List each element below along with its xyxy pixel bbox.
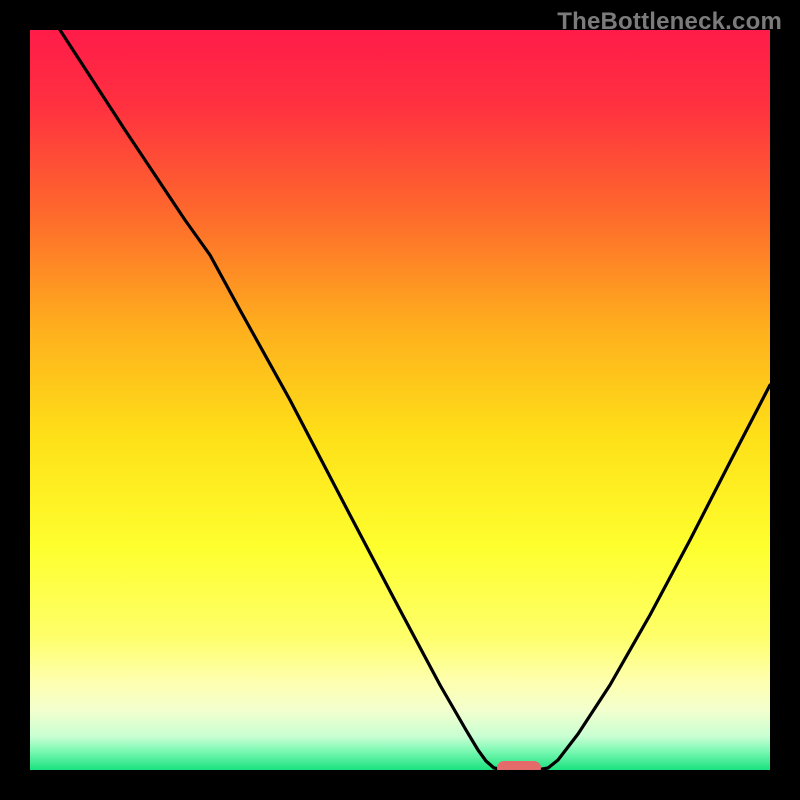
gradient-background (30, 30, 770, 770)
chart-frame: TheBottleneck.com (0, 0, 800, 800)
bottleneck-chart-svg (30, 30, 770, 770)
plot-area (30, 30, 770, 770)
minimum-marker (497, 761, 541, 770)
